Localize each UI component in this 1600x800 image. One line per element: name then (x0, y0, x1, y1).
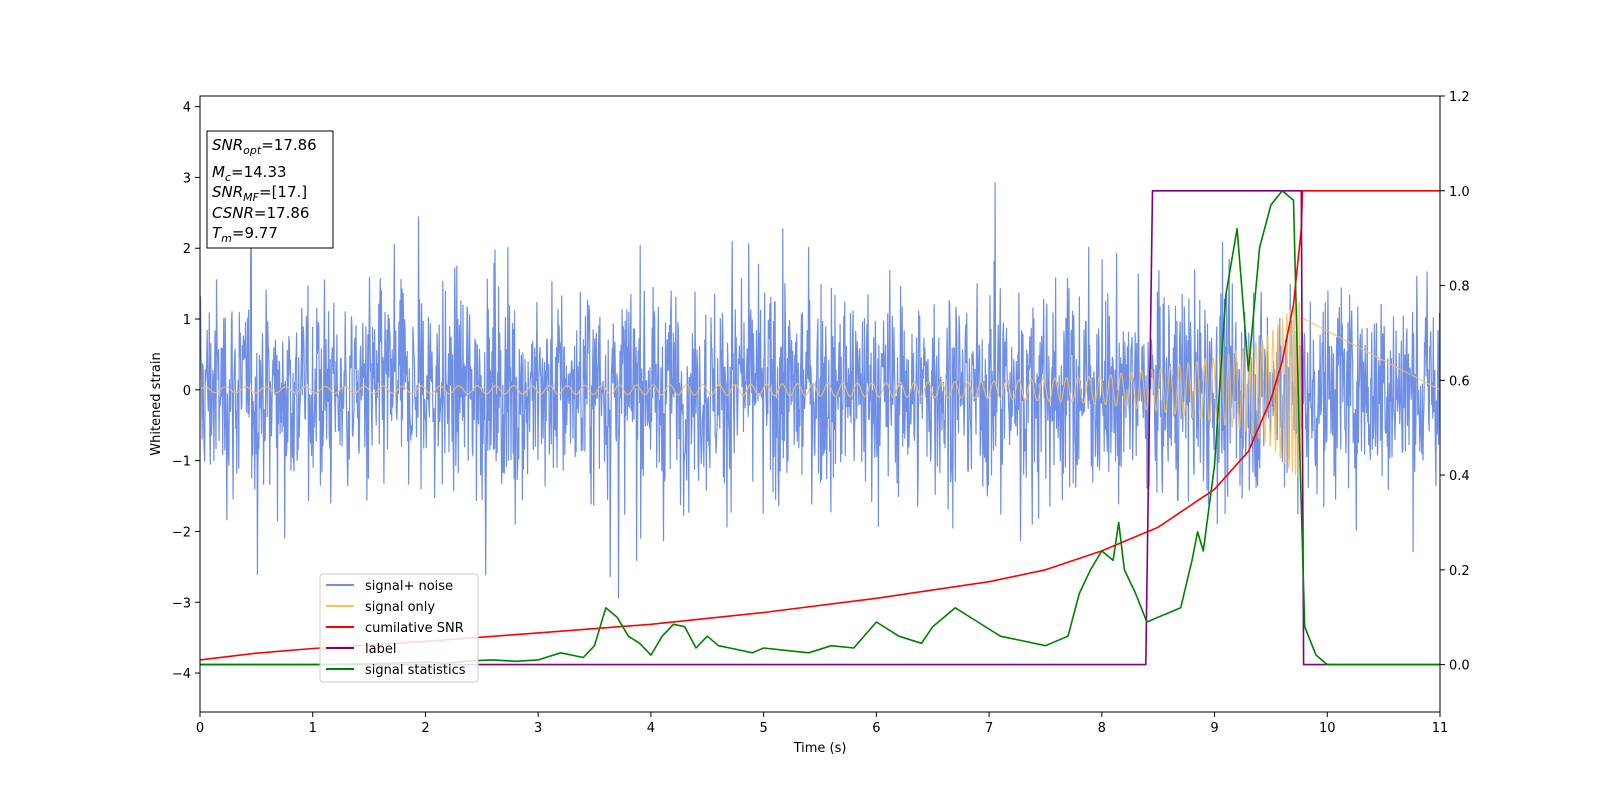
x-tick-label: 4 (647, 721, 655, 736)
y-tick-label: 1 (183, 313, 191, 328)
x-tick-label: 6 (872, 721, 880, 736)
y-tick-label: −3 (172, 596, 191, 611)
info-snr-opt-value: =17.86 (261, 136, 317, 154)
y-tick-label: 4 (183, 101, 191, 116)
y2-tick-label: 0.4 (1449, 469, 1470, 484)
x-tick-label: 7 (985, 721, 993, 736)
y-axis-title: Whitened strain (149, 352, 164, 455)
info-tm-value: =9.77 (232, 224, 278, 242)
series-signal-only (200, 301, 1440, 481)
legend-label-signal-only: signal only (365, 600, 435, 615)
y2-tick-label: 0.2 (1449, 564, 1470, 579)
info-box-frame (206, 130, 334, 249)
x-tick-label: 9 (1210, 721, 1218, 736)
legend: signal+ noise signal only cumilative SNR… (319, 573, 479, 683)
x-tick-label: 11 (1432, 721, 1449, 736)
plot-frame (199, 95, 1441, 713)
legend-frame (319, 573, 479, 683)
y-tick-label: −4 (172, 667, 191, 682)
y2-tick-label: 0.8 (1449, 280, 1470, 295)
x-tick-label: 10 (1319, 721, 1336, 736)
info-snr-mf-value: =[17.] (259, 183, 307, 201)
info-csnr-value: =17.86 (254, 204, 310, 222)
legend-label-signal-noise: signal+ noise (365, 579, 453, 594)
x-tick-label: 0 (196, 721, 204, 736)
y-axis-left: −4 −3 −2 −1 0 1 2 3 4 (172, 101, 200, 682)
x-tick-label: 8 (1098, 721, 1106, 736)
y-tick-label: −2 (172, 525, 191, 540)
x-tick-label: 3 (534, 721, 542, 736)
info-csnr: CSNR=17.86 (212, 204, 309, 222)
y2-tick-label: 0.6 (1449, 374, 1470, 389)
info-snr-mf: SNRMF=[17.] (212, 183, 307, 204)
info-snr-opt: SNRopt=17.86 (212, 136, 317, 157)
legend-label-cumulative-snr: cumilative SNR (365, 621, 464, 636)
y-tick-label: 0 (183, 384, 191, 399)
info-tm: Tm=9.77 (212, 224, 278, 245)
y-tick-label: 2 (183, 242, 191, 257)
y-tick-label: −1 (172, 455, 191, 470)
x-tick-label: 2 (421, 721, 429, 736)
y2-tick-label: 0.0 (1449, 659, 1470, 674)
series-signal-statistics (200, 190, 1440, 666)
x-axis: 0 1 2 3 4 5 6 7 8 9 10 11 (196, 712, 1448, 736)
info-box: SNRopt=17.86 Mc=14.33 SNRMF=[17.] CSNR=1… (206, 130, 334, 249)
x-tick-label: 1 (309, 721, 317, 736)
legend-label-signal-statistics: signal statistics (365, 663, 466, 678)
x-axis-title: Time (s) (793, 741, 847, 756)
y2-tick-label: 1.2 (1449, 90, 1470, 105)
y-tick-label: 3 (183, 171, 191, 186)
info-mc: Mc=14.33 (212, 163, 287, 184)
info-mc-value: =14.33 (231, 163, 287, 181)
legend-label-label: label (365, 642, 396, 657)
x-tick-label: 5 (759, 721, 767, 736)
y-axis-right: 0.0 0.2 0.4 0.6 0.8 1.0 1.2 (1440, 90, 1470, 674)
y2-tick-label: 1.0 (1449, 185, 1470, 200)
